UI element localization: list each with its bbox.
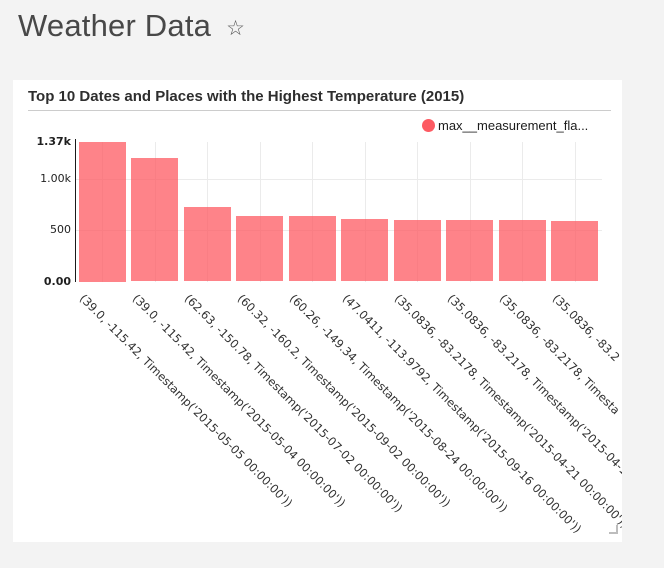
bar[interactable] bbox=[78, 141, 126, 282]
y-tick-label: 0.00 bbox=[43, 274, 71, 288]
chart-card: Top 10 Dates and Places with the Highest… bbox=[13, 80, 622, 542]
gridline bbox=[574, 141, 576, 282]
legend-color-dot-icon bbox=[422, 119, 435, 132]
bar[interactable] bbox=[183, 206, 231, 282]
x-tick-label: (47.0411, -113.9792, Timestamp('2015-09-… bbox=[339, 291, 584, 536]
bar[interactable] bbox=[551, 220, 598, 282]
bar[interactable] bbox=[446, 219, 493, 282]
gridline bbox=[364, 141, 366, 282]
bar[interactable] bbox=[236, 215, 283, 282]
y-axis bbox=[75, 139, 76, 282]
bar[interactable] bbox=[341, 219, 388, 282]
gridline bbox=[522, 141, 523, 282]
dashboard-header: Weather Data ☆ bbox=[18, 8, 245, 44]
gridline bbox=[469, 141, 471, 282]
gridline bbox=[417, 141, 418, 282]
gridline bbox=[76, 230, 602, 232]
card-resize-handle-icon[interactable] bbox=[609, 525, 618, 534]
bar[interactable] bbox=[131, 157, 178, 282]
bar[interactable] bbox=[288, 216, 336, 282]
gridline bbox=[76, 179, 602, 181]
page-title: Weather Data bbox=[18, 8, 212, 43]
legend-label: max__measurement_fla... bbox=[438, 118, 589, 133]
bar[interactable] bbox=[393, 219, 441, 282]
gridline bbox=[259, 141, 261, 282]
bar[interactable] bbox=[498, 220, 546, 282]
favorite-star-icon[interactable]: ☆ bbox=[226, 16, 245, 40]
title-divider bbox=[28, 110, 611, 111]
gridline bbox=[312, 141, 313, 282]
y-tick-label: 1.37k bbox=[36, 134, 71, 148]
y-tick-label: 500 bbox=[50, 223, 71, 237]
bar-chart: 0.00 500 1.00k 1.37k (39.0, -115.42, Timesta… bbox=[13, 80, 622, 542]
legend-item[interactable]: max__measurement_fla... bbox=[422, 118, 588, 133]
chart-title: Top 10 Dates and Places with the Highest… bbox=[28, 88, 465, 105]
y-tick-label: 1.00k bbox=[40, 172, 71, 186]
